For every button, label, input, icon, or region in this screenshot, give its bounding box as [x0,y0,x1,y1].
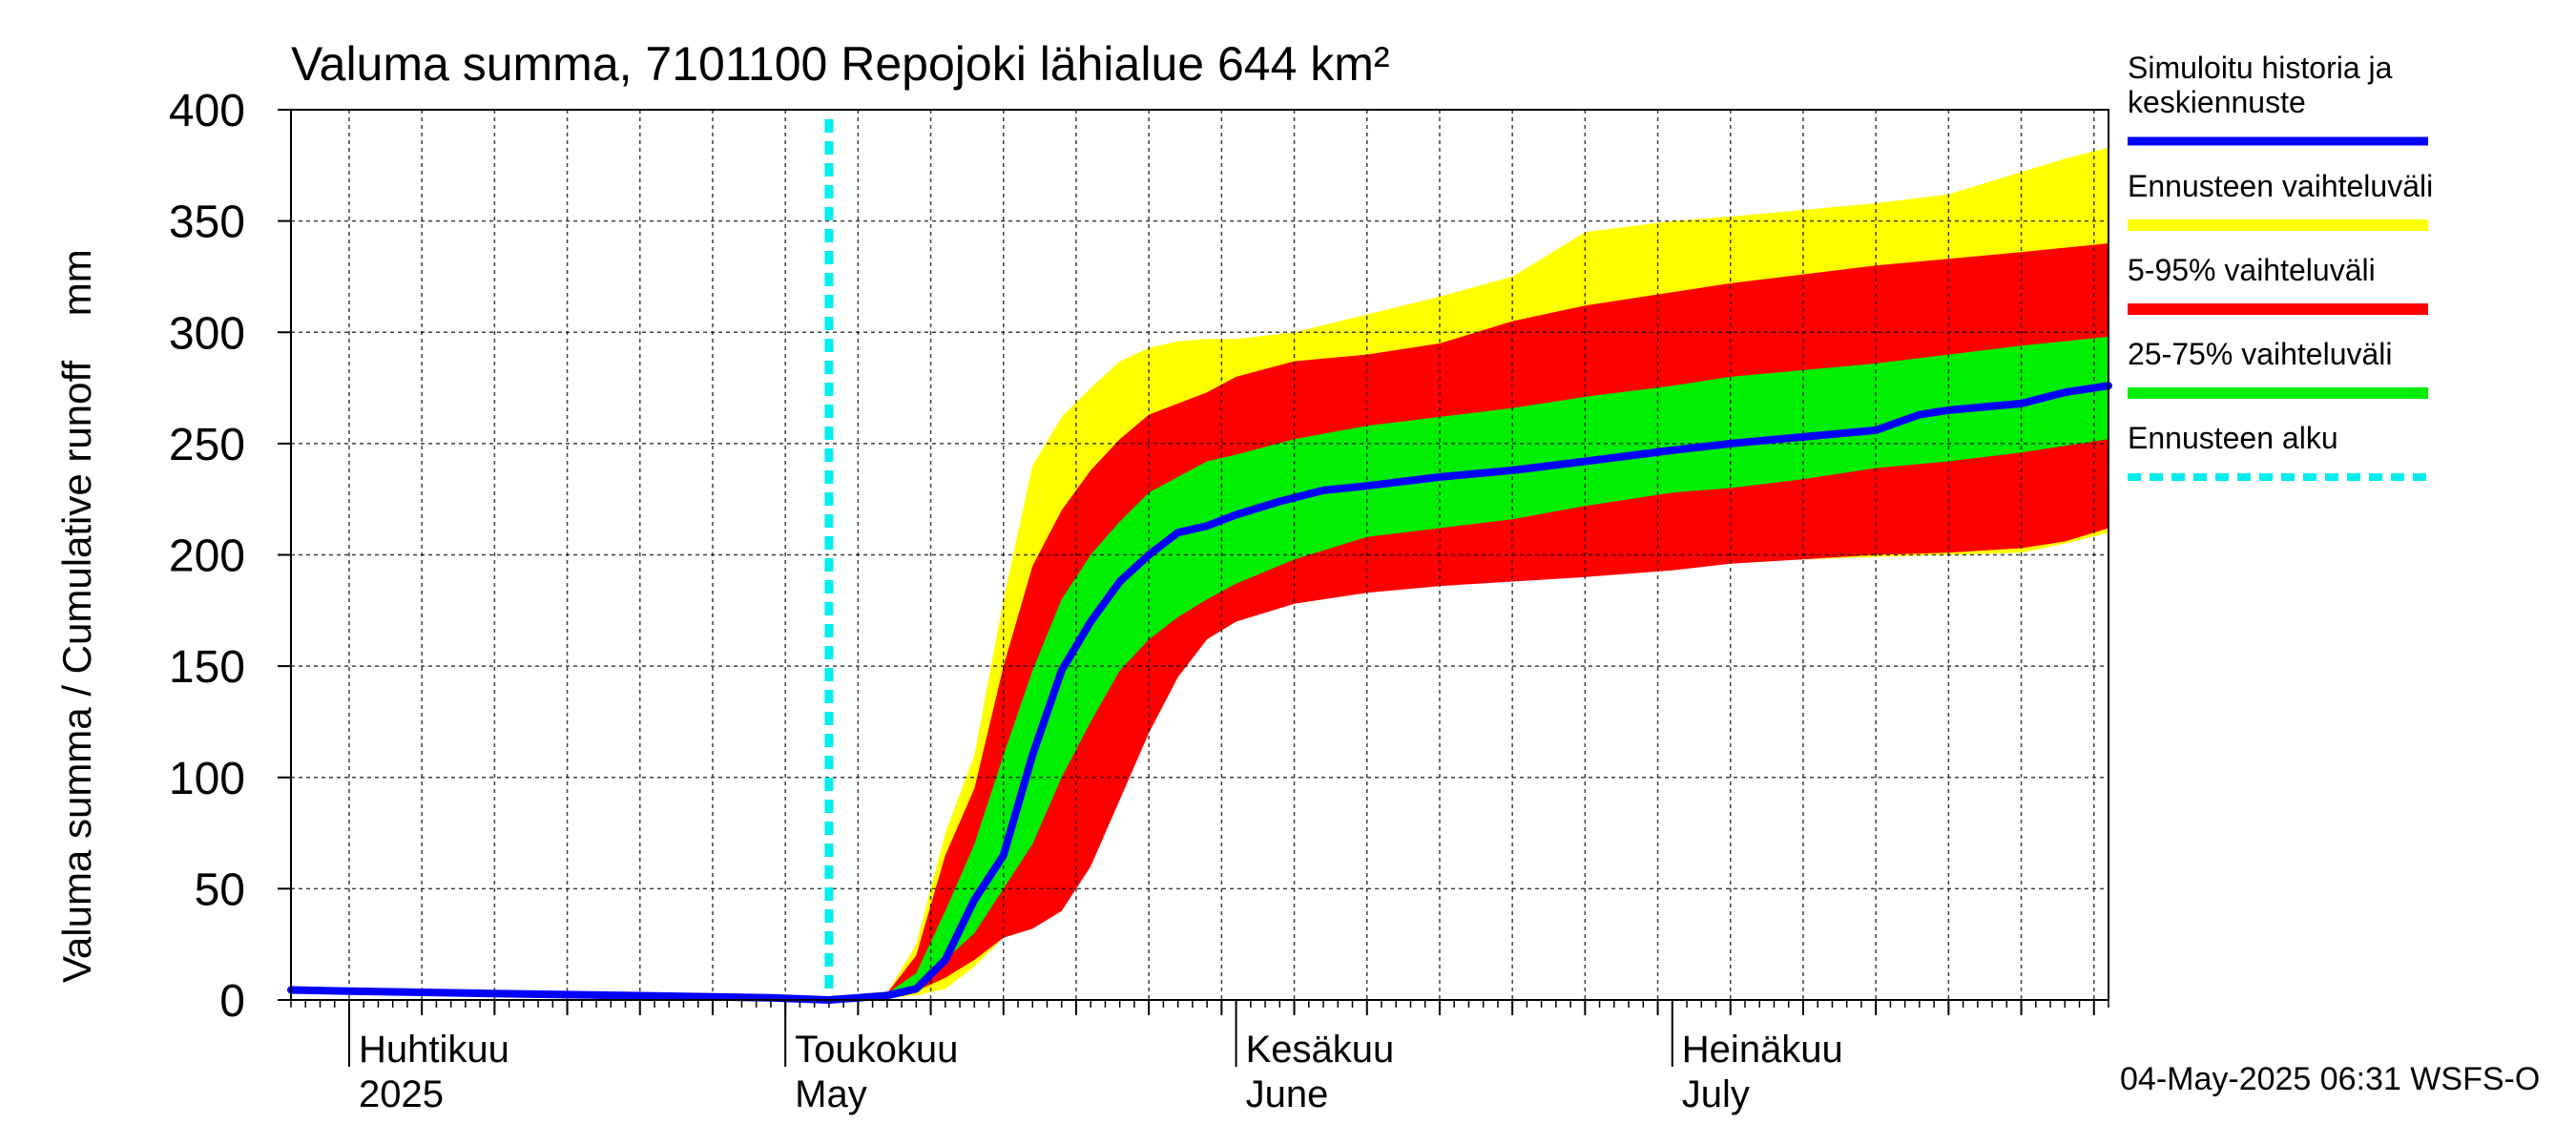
footer-timestamp: 04-May-2025 06:31 WSFS-O [2120,1061,2540,1097]
y-tick-label: 0 [219,976,245,1027]
legend-label: 5-95% vaihteluväli [2128,253,2376,287]
y-tick-label: 100 [169,754,245,804]
x-month-label: Huhtikuu [359,1029,509,1071]
y-tick-label: 350 [169,198,245,248]
legend-label: Simuloitu historia ja [2128,51,2393,85]
series-line-median [287,382,2112,1004]
x-month-sublabel: July [1682,1073,1750,1115]
legend-label: Ennusteen vaihteluväli [2128,169,2433,203]
band-1 [828,243,2109,1000]
y-axis-label: Valuma summa / Cumulative runoff mm [54,249,99,983]
y-axis: 0 50 100 150 200 250 300 350 400 [169,86,291,1027]
x-month-sublabel: 2025 [359,1073,444,1115]
legend-label: keskiennuste [2128,85,2306,119]
x-month-label: Kesäkuu [1246,1029,1395,1071]
y-tick-label: 200 [169,531,245,582]
y-tick-label: 300 [169,308,245,359]
x-month-label: Toukokuu [795,1029,958,1071]
legend-label: Ennusteen alku [2128,421,2338,455]
y-tick-label: 400 [169,86,245,136]
grid [291,109,2109,1000]
y-tick-label: 150 [169,642,245,693]
x-month-label: Heinäkuu [1682,1029,1843,1071]
y-tick-label: 50 [195,864,245,915]
y-tick-label: 250 [169,420,245,470]
x-month-sublabel: May [795,1073,867,1115]
legend-label: 25-75% vaihteluväli [2128,337,2393,371]
bands [828,147,2109,1000]
median-line [287,382,2112,1004]
x-month-sublabel: June [1246,1073,1329,1115]
chart-title: Valuma summa, 7101100 Repojoki lähialue … [291,37,1390,91]
